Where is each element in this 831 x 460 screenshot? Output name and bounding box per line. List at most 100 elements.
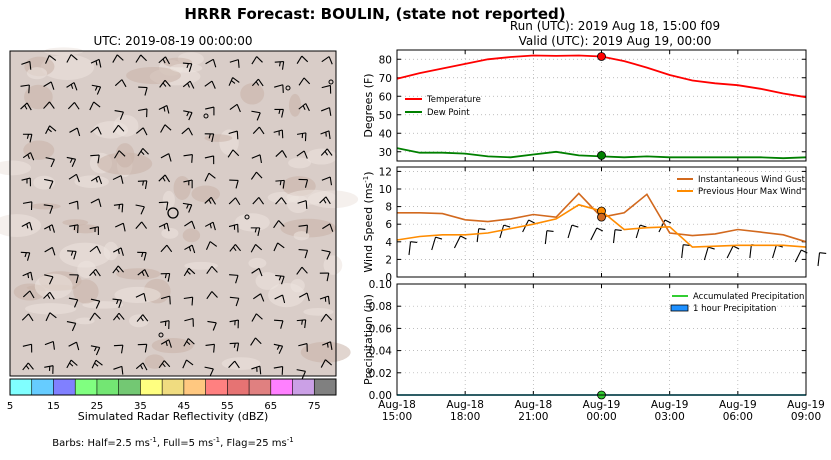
- colorbar-tick-label: 65: [264, 401, 277, 412]
- barb-half-feather: [233, 225, 236, 230]
- barb-staff: [204, 133, 214, 135]
- colorbar-swatch: [249, 379, 272, 395]
- barb-half-feather: [47, 294, 51, 299]
- barb-staff: [67, 102, 75, 110]
- wind-barb: [68, 200, 79, 210]
- barb-staff: [183, 179, 193, 183]
- barb-staff: [275, 179, 285, 182]
- barb-half-feather: [24, 252, 27, 258]
- x-tick-label-time: 18:00: [450, 411, 480, 423]
- terrain-patch: [75, 317, 95, 325]
- x-tick-label-time: 00:00: [586, 411, 616, 423]
- barb-feather: [49, 180, 54, 189]
- barb-half-feather: [117, 249, 120, 255]
- barb-half-feather: [233, 343, 236, 348]
- barb-feather: [117, 265, 124, 273]
- barb-staff: [137, 251, 147, 254]
- barb-half-feather: [325, 131, 327, 137]
- barb-staff: [298, 103, 307, 110]
- barb-feather: [49, 312, 57, 319]
- wind-barb: [160, 124, 172, 133]
- wind-barb: [229, 342, 240, 352]
- wind-barb: [320, 107, 332, 116]
- wind-barb: [22, 271, 33, 281]
- barb-staff: [90, 298, 100, 302]
- y-tick-label: 2: [385, 254, 392, 266]
- colorbar-swatch: [270, 379, 293, 395]
- run-label: Run (UTC): 2019 Aug 18, 15:00 f09: [510, 19, 720, 33]
- barb-staff: [320, 130, 330, 135]
- barb-feather: [210, 197, 216, 205]
- barb-staff: [252, 126, 260, 134]
- barb-feather: [96, 245, 102, 254]
- terrain-patch: [126, 66, 181, 85]
- wind-barb: [44, 246, 56, 256]
- y-axis-label: Precipitation (in): [362, 294, 375, 385]
- barb-staff: [275, 150, 283, 157]
- barb-half-feather: [164, 321, 167, 326]
- barb-staff: [250, 171, 257, 180]
- y-axis-label: Degrees (F): [362, 73, 375, 137]
- barb-feather: [280, 320, 284, 329]
- barb-staff: [296, 266, 303, 275]
- wind-barb: [182, 80, 195, 89]
- barb-half-feather: [276, 345, 280, 350]
- barb-feather: [188, 127, 193, 136]
- barb-half-feather: [302, 105, 306, 111]
- barb-staff: [274, 108, 284, 110]
- barb-feather: [49, 291, 55, 300]
- wind-barb: [296, 150, 308, 159]
- barb-feather: [301, 266, 308, 274]
- barb-half-feather: [279, 61, 281, 67]
- barb-feather: [211, 265, 218, 273]
- wind-barb: [476, 228, 486, 243]
- barb-half-feather: [188, 246, 192, 252]
- barb-feather: [259, 366, 262, 375]
- wind-barb: [321, 249, 331, 260]
- barb-staff: [320, 148, 328, 156]
- map-title: UTC: 2019-08-19 00:00:00: [93, 34, 252, 48]
- terrain-patch: [305, 148, 338, 165]
- barb-feather: [146, 108, 148, 118]
- barb-feather: [259, 154, 263, 164]
- legend: Accumulated Precipitation 1 hour Precipit…: [670, 292, 804, 314]
- wind-barb: [44, 274, 54, 285]
- barb-staff: [158, 105, 168, 110]
- barb-feather: [301, 55, 309, 63]
- wind-barb: [44, 178, 54, 189]
- colorbar-swatch: [53, 379, 76, 395]
- wind-barb: [206, 265, 218, 274]
- wind-barb: [89, 245, 102, 254]
- barb-staff: [69, 127, 78, 133]
- barb-staff: [250, 337, 256, 346]
- barb-feather: [95, 347, 101, 356]
- barb-staff: [66, 82, 75, 88]
- barb-staff: [320, 359, 326, 368]
- wind-barb: [183, 110, 193, 121]
- barb-feather: [71, 158, 77, 167]
- barb-half-feather: [188, 180, 190, 186]
- barbs-note-mid: , Full=5 ms: [157, 438, 213, 449]
- barb-staff: [252, 197, 260, 205]
- terrain-patch: [34, 273, 73, 299]
- barb-feather: [303, 150, 308, 159]
- barb-staff: [68, 297, 78, 301]
- terrain-patch: [162, 190, 175, 210]
- terrain-patch: [286, 189, 337, 205]
- barb-staff: [298, 292, 308, 298]
- barb-half-feather: [26, 178, 28, 184]
- terrain-patch: [221, 357, 261, 370]
- terrain-patch: [161, 227, 179, 239]
- wind-barb: [90, 126, 102, 135]
- barb-staff: [45, 312, 51, 322]
- barb-staff: [160, 244, 168, 253]
- wind-barb: [43, 101, 55, 109]
- barb-staff: [252, 293, 262, 300]
- wind-barb: [250, 171, 263, 180]
- barb-staff: [749, 244, 752, 259]
- barb-half-feather: [323, 198, 327, 204]
- barb-feather: [328, 130, 331, 140]
- map-frame: [9, 50, 337, 377]
- wind-barb: [320, 148, 333, 156]
